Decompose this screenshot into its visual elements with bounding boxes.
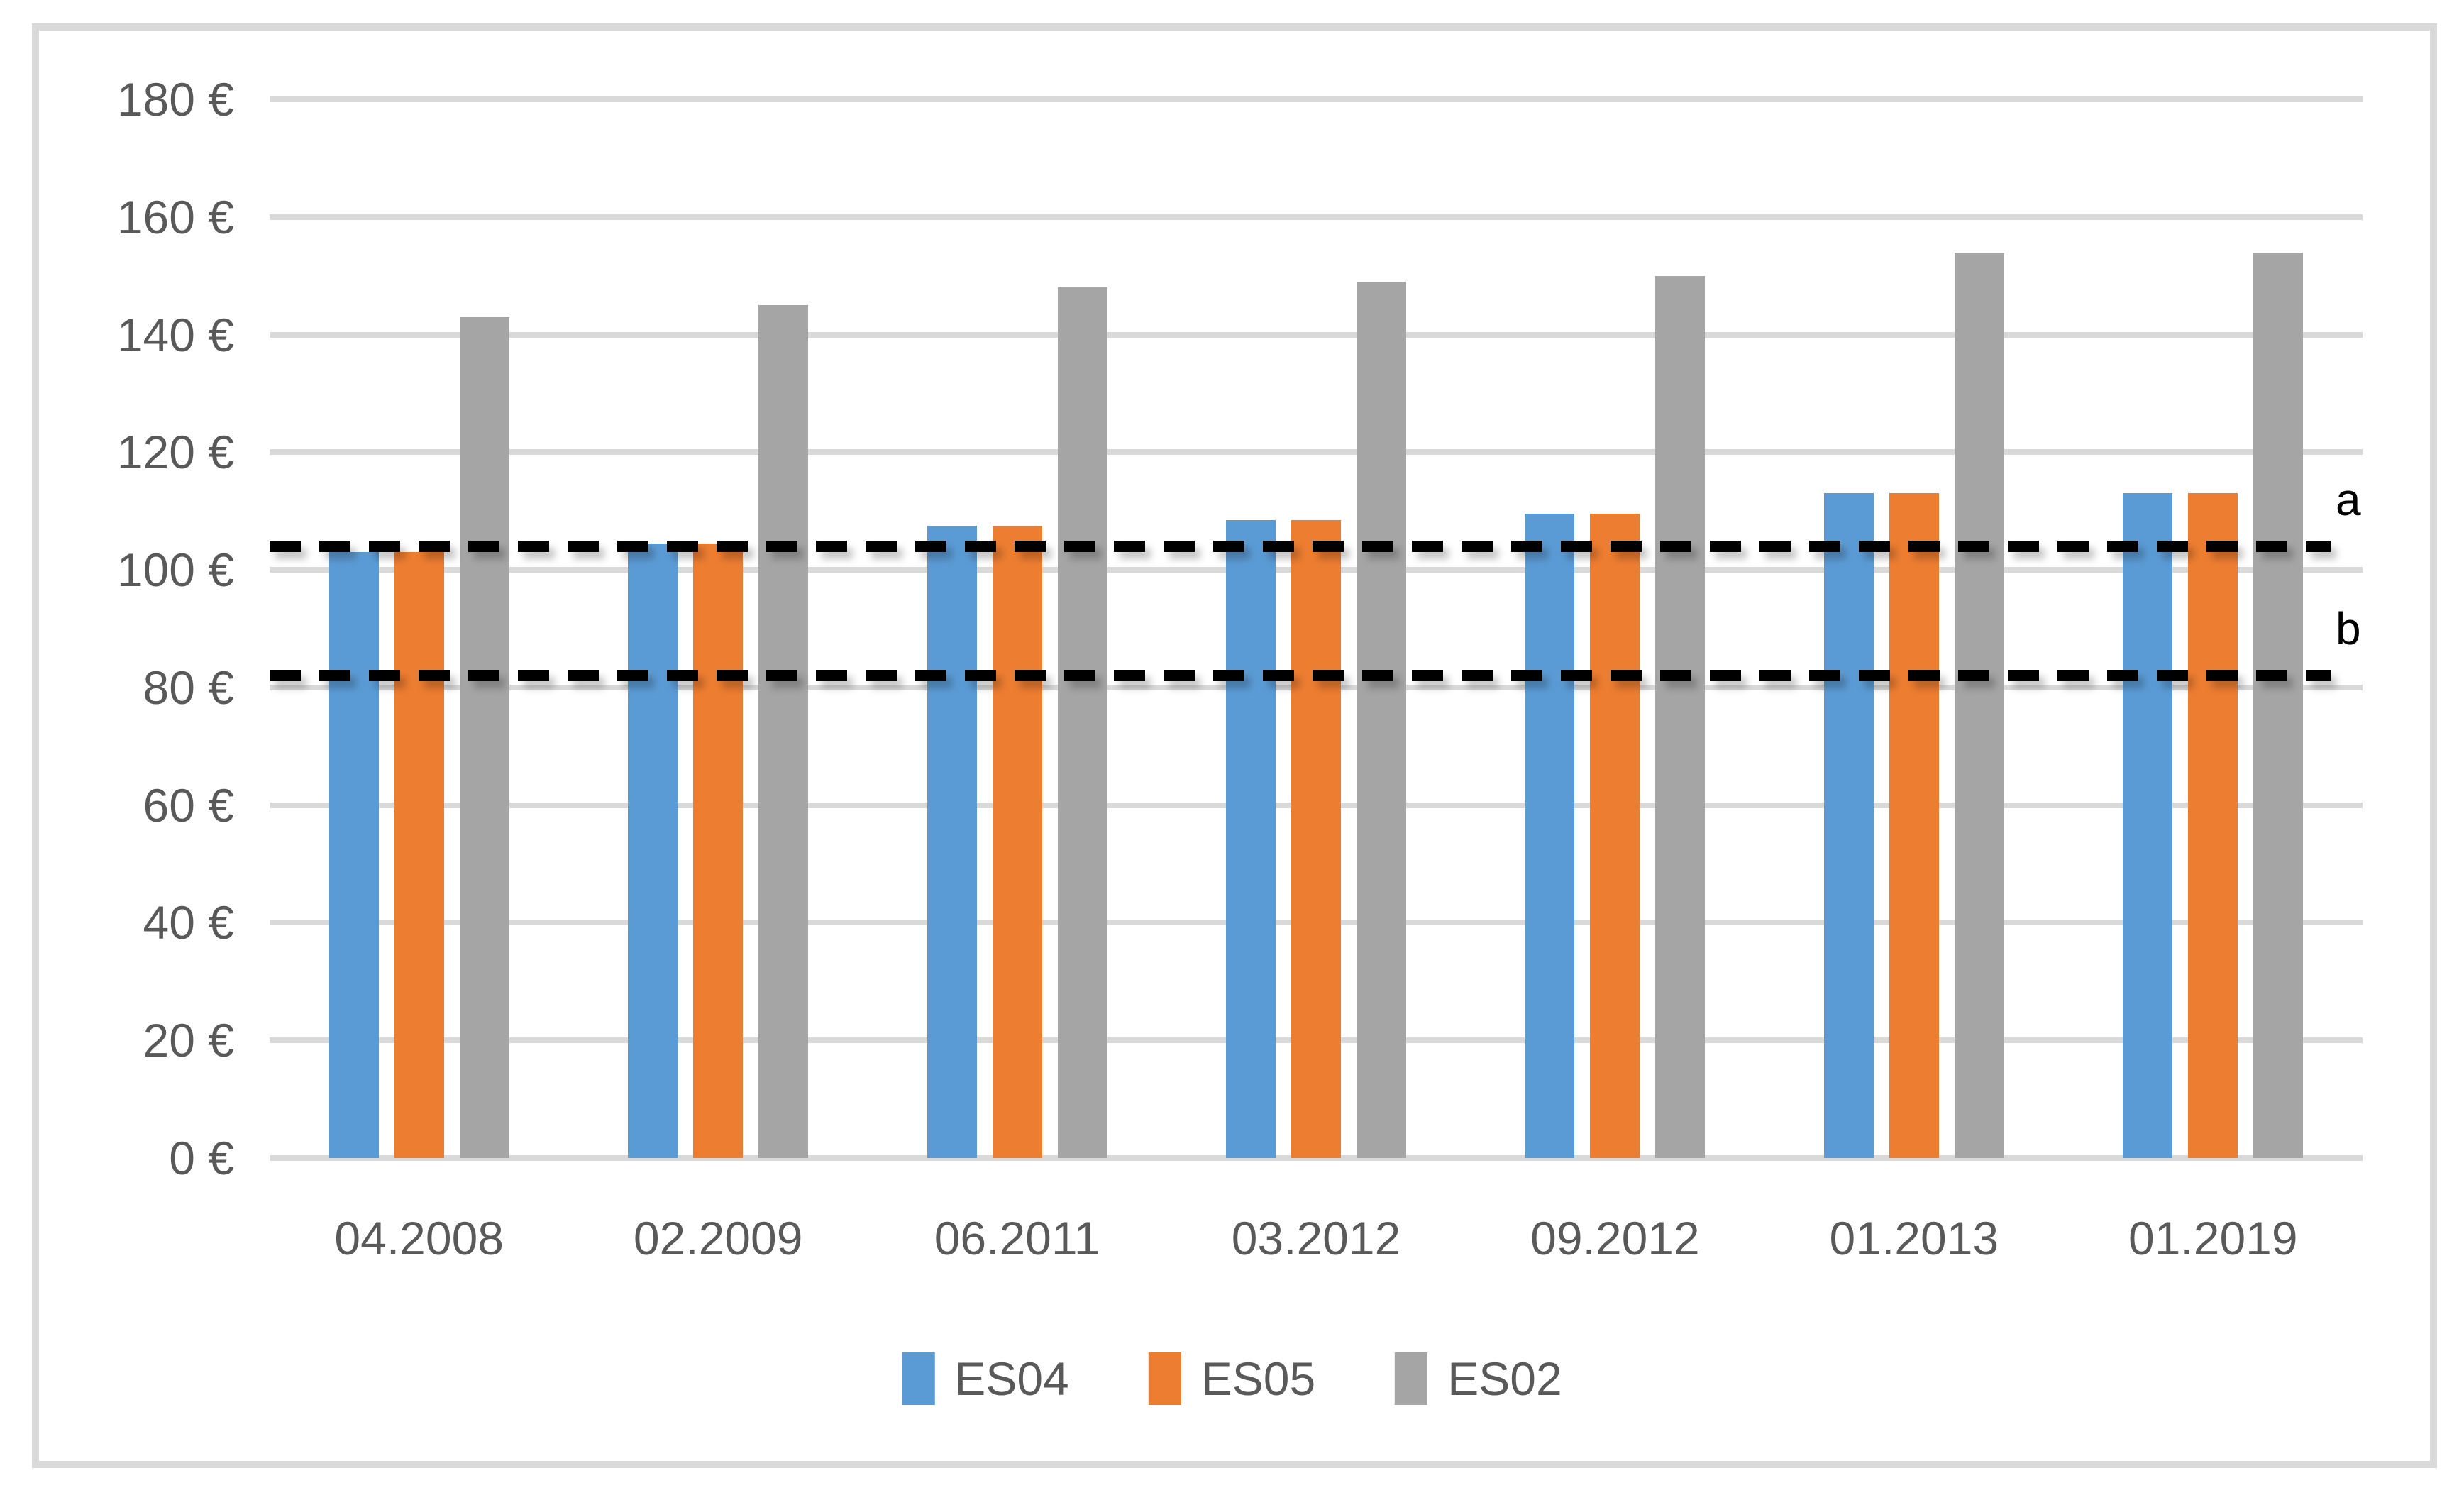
- legend-item-es05: ES05: [1148, 1352, 1316, 1405]
- bar-es02-01.2019: [2253, 252, 2304, 1158]
- y-axis-tick-label: 120 €: [116, 426, 234, 479]
- gridline-140: [270, 331, 2363, 338]
- legend-item-es02: ES02: [1395, 1352, 1562, 1405]
- x-axis-label: 06.2011: [934, 1212, 1100, 1264]
- bar-group-03.2012: [1226, 99, 1406, 1158]
- gridline-180: [270, 96, 2363, 102]
- x-axis-label: 01.2019: [2128, 1212, 2298, 1264]
- bar-es02-09.2012: [1655, 275, 1706, 1158]
- x-axis-label: 03.2012: [1231, 1212, 1401, 1264]
- y-axis-tick-label: 0 €: [169, 1132, 234, 1184]
- bar-es05-01.2013: [1889, 493, 1939, 1158]
- bar-es02-04.2008: [459, 316, 509, 1158]
- ref-line-b: [270, 670, 2331, 682]
- bar-es05-04.2008: [394, 552, 444, 1158]
- y-axis-tick-label: 140 €: [116, 308, 234, 361]
- bar-group-09.2012: [1525, 99, 1706, 1158]
- bar-es02-01.2013: [1954, 252, 2004, 1158]
- bar-es04-02.2009: [628, 543, 678, 1158]
- ref-line-a: [270, 540, 2331, 552]
- y-axis-tick-label: 40 €: [143, 896, 234, 949]
- bar-group-01.2019: [2123, 99, 2304, 1158]
- y-axis-tick-label: 20 €: [143, 1014, 234, 1067]
- bar-es05-02.2009: [693, 543, 744, 1158]
- bar-es04-01.2019: [2123, 493, 2173, 1158]
- bar-es02-03.2012: [1357, 281, 1406, 1158]
- bar-es05-01.2019: [2188, 493, 2238, 1158]
- bar-es04-01.2013: [1823, 493, 1874, 1158]
- bar-es04-03.2012: [1226, 519, 1276, 1158]
- bar-es02-02.2009: [758, 305, 809, 1158]
- legend-label-es04: ES04: [954, 1352, 1069, 1405]
- bar-es04-04.2008: [328, 552, 379, 1158]
- legend-marker-es05: [1148, 1352, 1181, 1405]
- bar-es05-06.2011: [992, 525, 1042, 1158]
- bar-group-06.2011: [927, 99, 1107, 1158]
- x-axis-label: 04.2008: [334, 1212, 504, 1264]
- legend-marker-es02: [1395, 1352, 1428, 1405]
- y-axis-tick-label: 60 €: [143, 778, 234, 832]
- gridline-120: [270, 449, 2363, 456]
- bar-es04-09.2012: [1525, 514, 1575, 1158]
- bar-es05-03.2012: [1291, 519, 1341, 1158]
- legend-item-es04: ES04: [902, 1352, 1069, 1405]
- bar-es05-09.2012: [1590, 514, 1640, 1158]
- bar-es04-06.2011: [927, 525, 977, 1158]
- gridline-160: [270, 214, 2363, 220]
- x-axis-label: 02.2009: [633, 1212, 803, 1264]
- bar-group-01.2013: [1823, 99, 2004, 1158]
- bar-group-04.2008: [328, 99, 509, 1158]
- x-axis-label: 09.2012: [1530, 1212, 1700, 1264]
- bar-es02-06.2011: [1057, 287, 1107, 1158]
- legend: ES04 ES05 ES02: [902, 1340, 1562, 1418]
- x-axis-label: 01.2013: [1829, 1212, 1999, 1264]
- legend-marker-es04: [902, 1352, 935, 1405]
- y-axis-tick-label: 180 €: [116, 73, 234, 126]
- legend-label-es02: ES02: [1447, 1352, 1562, 1405]
- ref-line-label-b: b: [2336, 603, 2361, 655]
- y-axis-tick-label: 100 €: [116, 544, 234, 597]
- legend-label-es05: ES05: [1200, 1352, 1316, 1405]
- ref-line-label-a: a: [2336, 473, 2361, 525]
- y-axis-tick-label: 160 €: [116, 190, 234, 243]
- bar-group-02.2009: [628, 99, 809, 1158]
- gridline-0: [270, 1155, 2363, 1161]
- y-axis-tick-label: 80 €: [143, 661, 234, 714]
